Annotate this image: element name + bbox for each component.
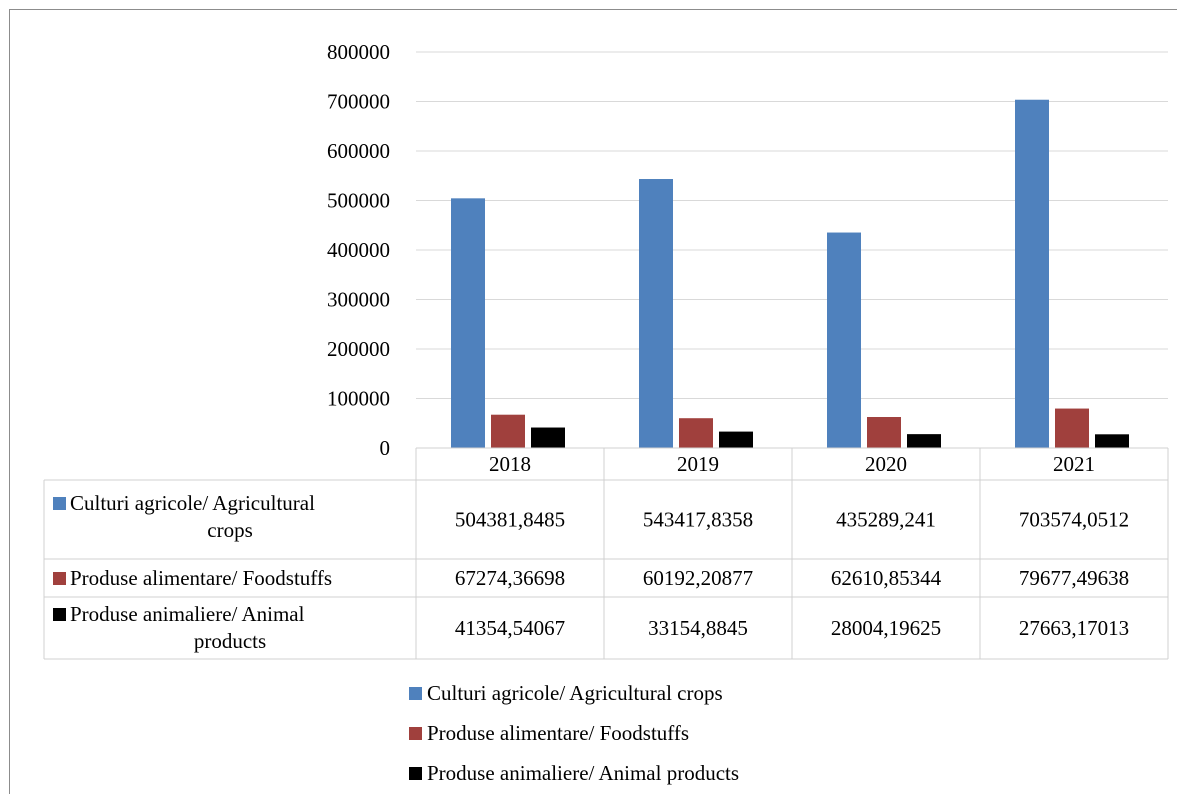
legend-label-animal-products: Produse animaliere/ Animal products	[427, 760, 740, 785]
bar-3-2021	[1095, 434, 1129, 448]
table-swatch	[53, 572, 66, 585]
x-tick-label: 2019	[677, 452, 719, 476]
table-value: 28004,19625	[831, 616, 941, 640]
table-value: 27663,17013	[1019, 616, 1129, 640]
bar-2-2018	[491, 414, 525, 448]
table-row-label: Culturi agricole/ Agricultural	[70, 491, 315, 515]
table-row-label: Produse animaliere/ Animal	[70, 602, 305, 626]
table-row-label: Produse alimentare/ Foodstuffs	[70, 566, 332, 590]
table-value: 60192,20877	[643, 566, 753, 590]
y-tick-label: 0	[380, 436, 391, 460]
y-tick-label: 800000	[327, 40, 390, 64]
bar-3-2018	[531, 427, 565, 448]
bar-1-2019	[639, 179, 673, 448]
table-row-label: products	[194, 629, 266, 653]
y-tick-label: 600000	[327, 139, 390, 163]
legend-swatch-crops	[409, 686, 422, 700]
table-value: 41354,54067	[455, 616, 565, 640]
legend-item-animal-products: Produse animaliere/ Animal products	[409, 753, 739, 793]
y-tick-label: 700000	[327, 90, 390, 114]
table-value: 504381,8485	[455, 508, 565, 532]
y-tick-label: 100000	[327, 387, 390, 411]
legend-swatch-animal-products	[409, 766, 422, 780]
table-swatch	[53, 608, 66, 621]
x-tick-label: 2021	[1053, 452, 1095, 476]
bar-1-2018	[451, 198, 485, 448]
legend-label-foodstuffs: Produse alimentare/ Foodstuffs	[427, 720, 690, 745]
bar-3-2019	[719, 431, 753, 448]
legend-item-crops: Culturi agricole/ Agricultural crops	[409, 673, 739, 713]
chart-frame	[9, 9, 1177, 794]
table-value: 543417,8358	[643, 508, 753, 532]
bar-3-2020	[907, 434, 941, 448]
y-tick-label: 300000	[327, 288, 390, 312]
bar-2-2020	[867, 417, 901, 448]
bar-2-2021	[1055, 408, 1089, 448]
legend-swatch-foodstuffs	[409, 726, 422, 740]
y-tick-label: 500000	[327, 189, 390, 213]
table-row-label: crops	[207, 518, 253, 542]
y-tick-label: 200000	[327, 337, 390, 361]
table-value: 703574,0512	[1019, 508, 1129, 532]
chart-legend: Culturi agricole/ Agricultural crops Pro…	[409, 673, 739, 793]
y-tick-label: 400000	[327, 238, 390, 262]
table-swatch	[53, 497, 66, 510]
bar-1-2021	[1015, 99, 1049, 449]
bar-1-2020	[827, 232, 861, 448]
bar-2-2019	[679, 418, 713, 448]
table-value: 33154,8845	[648, 616, 748, 640]
table-value: 79677,49638	[1019, 566, 1129, 590]
table-value: 435289,241	[836, 508, 936, 532]
x-tick-label: 2018	[489, 452, 531, 476]
table-value: 67274,36698	[455, 566, 565, 590]
x-tick-label: 2020	[865, 452, 907, 476]
legend-item-foodstuffs: Produse alimentare/ Foodstuffs	[409, 713, 739, 753]
table-value: 62610,85344	[831, 566, 942, 590]
legend-label-crops: Culturi agricole/ Agricultural crops	[427, 680, 723, 705]
